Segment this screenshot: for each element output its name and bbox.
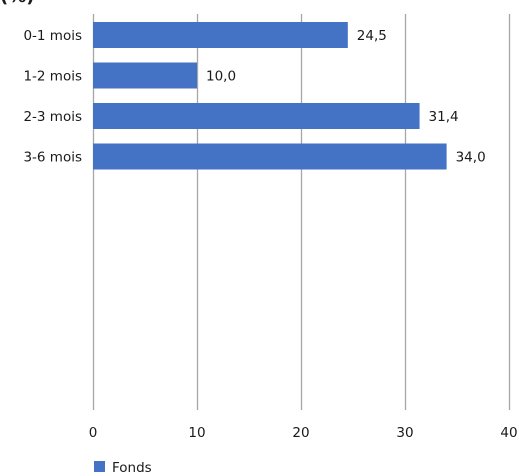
x-tick-label-3: 30	[396, 425, 413, 441]
legend-swatch-fonds	[94, 461, 105, 472]
bar-0-1-mois	[93, 22, 348, 48]
bar-3-6-mois	[93, 143, 447, 170]
category-labels: 0-1 mois 1-2 mois 2-3 mois 3-6 mois	[23, 28, 82, 166]
x-tick-label-4: 40	[500, 425, 517, 441]
category-label-0: 0-1 mois	[23, 28, 82, 44]
legend: Fonds	[94, 460, 152, 476]
x-tick-labels: 0 10 20 30 40	[89, 425, 518, 441]
category-label-3: 3-6 mois	[23, 150, 82, 166]
value-labels: 24,5 10,0 31,4 34,0	[206, 28, 486, 166]
bars	[93, 22, 447, 170]
x-tick-label-2: 20	[292, 425, 309, 441]
value-label-1: 10,0	[206, 69, 236, 85]
category-label-2: 2-3 mois	[23, 109, 82, 125]
bar-2-3-mois	[93, 103, 420, 129]
chart-title: (%)	[0, 0, 35, 7]
bar-1-2-mois	[93, 62, 197, 89]
value-label-3: 34,0	[456, 150, 486, 166]
gridlines	[92, 14, 511, 410]
x-tick-label-0: 0	[89, 425, 98, 441]
value-label-2: 31,4	[429, 109, 459, 125]
value-label-0: 24,5	[357, 28, 387, 44]
category-label-1: 1-2 mois	[23, 69, 82, 85]
legend-label-fonds: Fonds	[112, 460, 152, 476]
x-tick-label-1: 10	[188, 425, 205, 441]
